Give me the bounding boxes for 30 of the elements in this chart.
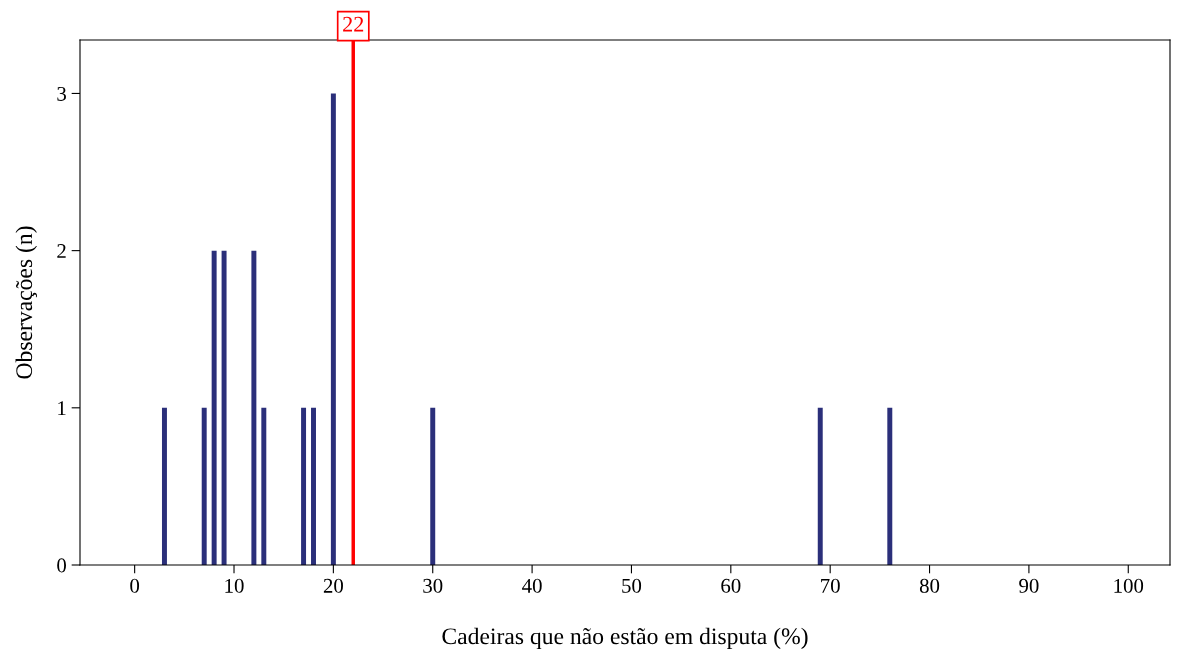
bar	[430, 407, 436, 565]
bar	[161, 407, 167, 565]
bar	[211, 250, 217, 565]
x-tick-label: 40	[522, 578, 542, 593]
x-tick-label: 20	[323, 578, 343, 593]
y-axis-title: Observações (n)	[15, 226, 37, 379]
bar	[201, 407, 207, 565]
y-tick-label: 1	[58, 401, 66, 416]
x-tick-label: 60	[721, 578, 741, 593]
bar	[301, 407, 307, 565]
bar	[817, 407, 823, 565]
x-tick-label: 10	[225, 578, 244, 593]
x-tick-label: 90	[1019, 578, 1039, 593]
y-tick-label: 2	[57, 244, 66, 258]
x-tick-label: 50	[622, 578, 642, 593]
x-tick-label: 80	[919, 578, 940, 593]
bar	[261, 407, 267, 565]
bar	[330, 93, 336, 565]
y-tick-label: 0	[57, 558, 67, 573]
ref-line-label: 22	[343, 16, 364, 32]
x-tick-label: 0	[130, 578, 140, 593]
x-tick-label: 100	[1114, 578, 1144, 593]
bar	[311, 407, 316, 565]
x-axis-title: Cadeiras que não estão em disputa (%)	[442, 627, 808, 650]
bar	[251, 250, 257, 565]
bar	[887, 407, 893, 565]
y-tick-label: 3	[57, 86, 66, 101]
x-tick-label: 30	[423, 578, 443, 593]
x-tick-label: 70	[821, 578, 840, 593]
bar	[221, 250, 227, 565]
